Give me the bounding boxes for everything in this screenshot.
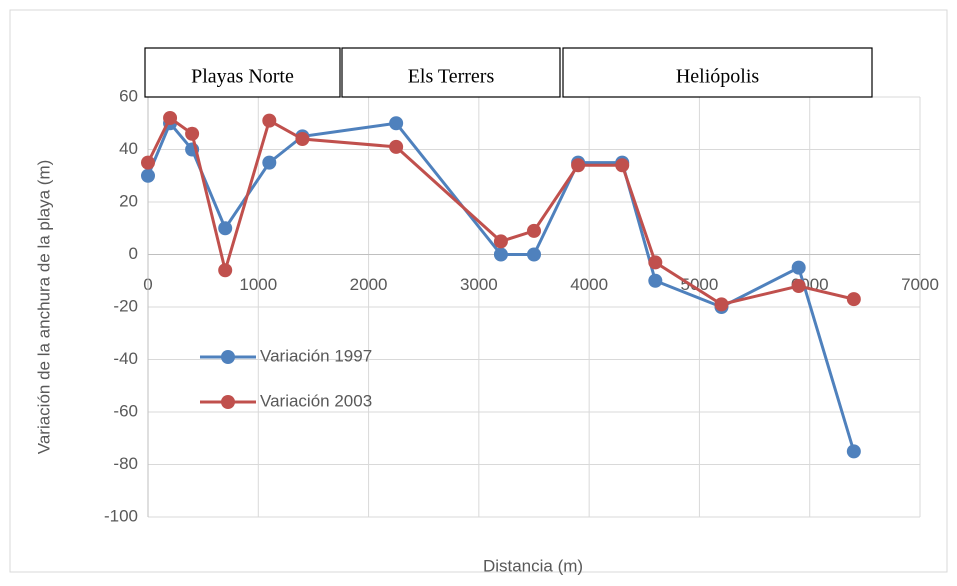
legend-label: Variación 2003	[260, 391, 372, 410]
x-tick-label: 5000	[681, 275, 719, 294]
marker	[571, 158, 586, 173]
marker	[493, 234, 508, 249]
y-tick-label: 40	[119, 139, 138, 158]
x-tick-label: 7000	[901, 275, 939, 294]
marker	[615, 158, 630, 173]
marker	[527, 223, 541, 238]
y-tick-label: 60	[119, 86, 138, 105]
legend-marker	[221, 350, 235, 364]
y-axis-title: Variación de la anchura de la playa (m)	[34, 160, 53, 455]
y-tick-label: -100	[104, 506, 138, 525]
annotation: Els Terrers	[408, 66, 495, 88]
marker	[389, 139, 404, 154]
marker	[262, 155, 277, 170]
marker	[185, 126, 200, 141]
annotation-box	[341, 47, 561, 98]
annotation-box	[562, 47, 873, 98]
y-tick-label: 20	[119, 191, 138, 210]
x-tick-label: 1000	[239, 275, 277, 294]
annotation: Playas Norte	[191, 66, 294, 88]
marker	[493, 247, 508, 262]
x-tick-label: 4000	[570, 275, 608, 294]
marker	[527, 247, 541, 262]
y-tick-label: -80	[113, 454, 138, 473]
marker	[262, 113, 277, 128]
marker	[141, 168, 155, 183]
y-tick-label: -60	[113, 401, 138, 420]
x-tick-label: 2000	[350, 275, 388, 294]
marker	[714, 297, 729, 312]
annotation-box	[144, 47, 341, 98]
annotation: Heliópolis	[676, 66, 760, 88]
marker	[846, 292, 861, 307]
marker	[648, 255, 663, 270]
legend-marker	[221, 395, 235, 409]
marker	[791, 279, 806, 293]
x-axis-title: Distancia (m)	[483, 556, 583, 575]
legend-label: Variación 1997	[260, 346, 372, 365]
marker	[218, 221, 233, 236]
marker	[218, 263, 233, 278]
y-tick-label: 0	[129, 244, 138, 263]
y-tick-label: -40	[113, 349, 138, 368]
marker	[846, 444, 861, 459]
marker	[791, 260, 806, 275]
y-tick-label: -20	[113, 296, 138, 315]
marker	[389, 116, 404, 131]
marker	[141, 155, 155, 170]
marker	[163, 111, 178, 125]
marker	[648, 273, 663, 288]
marker	[295, 132, 310, 146]
x-tick-label: 3000	[460, 275, 498, 294]
